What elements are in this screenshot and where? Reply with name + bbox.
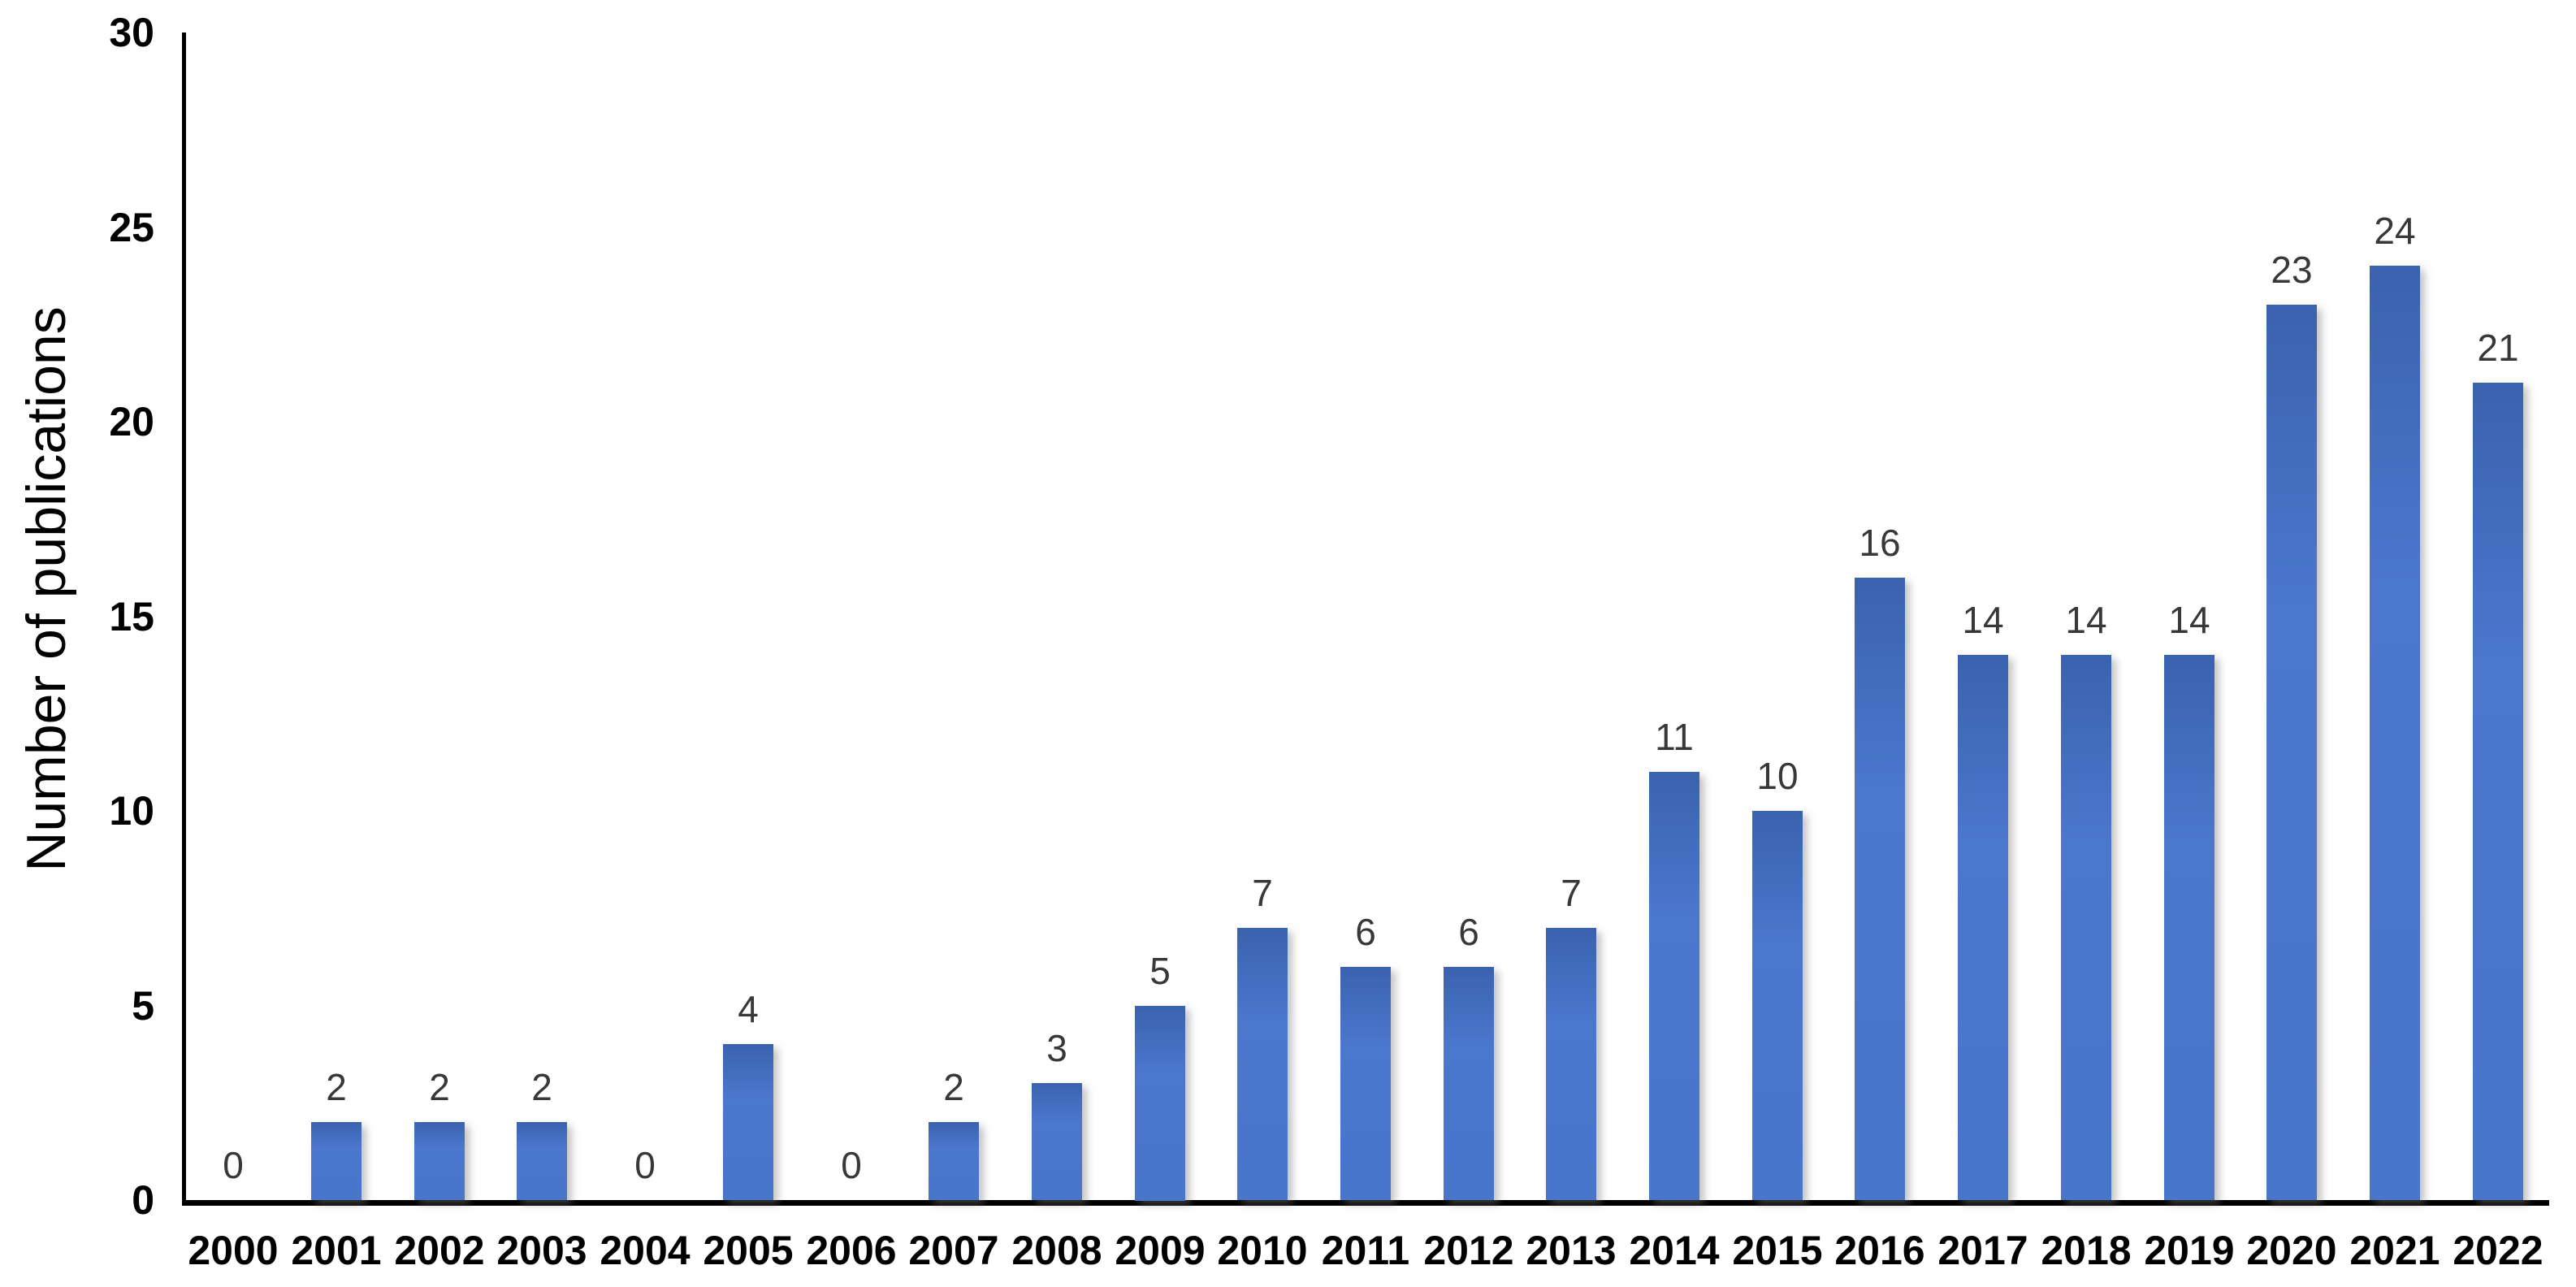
y-tick-label: 15 [109,593,154,639]
data-label-2009: 5 [1149,950,1171,992]
bar-2021 [2370,266,2420,1200]
x-tick-label-2011: 2011 [1321,1228,1410,1273]
x-tick-label-2008: 2008 [1011,1228,1102,1273]
y-tick-label: 10 [109,788,154,834]
x-tick-label-2006: 2006 [806,1228,897,1273]
data-label-2018: 14 [2065,599,2107,641]
x-tick-label-2015: 2015 [1732,1228,1823,1273]
x-axis-line [182,1200,2549,1206]
bar-2007 [929,1122,979,1200]
bar-2018 [2061,655,2111,1200]
bar-2001 [311,1122,362,1200]
bar-2011 [1340,967,1391,1200]
x-tick-label-2019: 2019 [2144,1228,2235,1273]
data-label-2010: 7 [1252,872,1273,914]
bar-2012 [1444,967,1494,1200]
x-tick-label-2000: 2000 [188,1228,279,1273]
x-tick-label-2007: 2007 [908,1228,999,1273]
data-label-2001: 2 [326,1066,347,1108]
data-label-2004: 0 [634,1144,656,1186]
x-tick-label-2010: 2010 [1217,1228,1308,1273]
y-tick-label: 30 [109,10,154,55]
bar-2014 [1649,772,1699,1200]
data-label-2013: 7 [1561,872,1582,914]
data-label-2005: 4 [738,988,759,1030]
x-tick-label-2013: 2013 [1526,1228,1617,1273]
y-tick-label: 20 [109,399,154,444]
data-label-2000: 0 [223,1144,244,1186]
x-tick-label-2004: 2004 [600,1228,691,1273]
x-tick-label-2014: 2014 [1629,1228,1720,1273]
data-label-2011: 6 [1355,911,1376,953]
bar-2008 [1032,1083,1082,1200]
x-tick-label-2017: 2017 [1937,1228,2028,1273]
y-axis-line [182,32,186,1206]
x-tick-label-2021: 2021 [2349,1228,2440,1273]
bar-2019 [2164,655,2214,1200]
bar-2009 [1135,1006,1185,1201]
x-tick-label-2022: 2022 [2453,1228,2544,1273]
x-tick-label-2012: 2012 [1423,1228,1514,1273]
data-label-2014: 11 [1655,716,1694,758]
bar-2022 [2473,383,2523,1200]
y-tick-label: 5 [132,982,154,1029]
y-tick-label: 25 [109,204,154,250]
data-label-2003: 2 [531,1066,552,1108]
x-tick-label-2009: 2009 [1115,1228,1206,1273]
x-tick-label-2001: 2001 [291,1228,382,1273]
x-tick-label-2005: 2005 [703,1228,794,1273]
data-label-2020: 23 [2271,249,2313,291]
bar-2002 [414,1122,465,1200]
data-label-2007: 2 [943,1066,964,1108]
data-label-2017: 14 [1962,599,2004,641]
x-tick-label-2020: 2020 [2246,1228,2337,1273]
x-tick-label-2002: 2002 [394,1228,485,1273]
data-label-2021: 24 [2374,210,2416,252]
bar-2015 [1752,811,1803,1200]
data-label-2006: 0 [841,1144,862,1186]
y-tick-label: 0 [132,1177,154,1223]
x-tick-label-2018: 2018 [2041,1228,2132,1273]
bar-2020 [2266,305,2317,1200]
data-label-2012: 6 [1458,911,1479,953]
bar-2017 [1958,655,2008,1200]
bar-2010 [1237,928,1288,1200]
data-label-2015: 10 [1756,755,1799,797]
data-label-2008: 3 [1046,1027,1067,1069]
bar-2016 [1855,578,1905,1200]
bar-2003 [517,1122,567,1200]
y-axis-title: Number of publications [15,306,77,872]
data-label-2016: 16 [1859,522,1901,564]
bar-2005 [723,1044,773,1200]
x-tick-label-2003: 2003 [496,1228,587,1273]
data-label-2019: 14 [2168,599,2210,641]
bar-2013 [1546,928,1596,1200]
data-label-2002: 2 [429,1066,450,1108]
data-label-2022: 21 [2477,327,2519,369]
x-tick-label-2016: 2016 [1834,1228,1925,1273]
